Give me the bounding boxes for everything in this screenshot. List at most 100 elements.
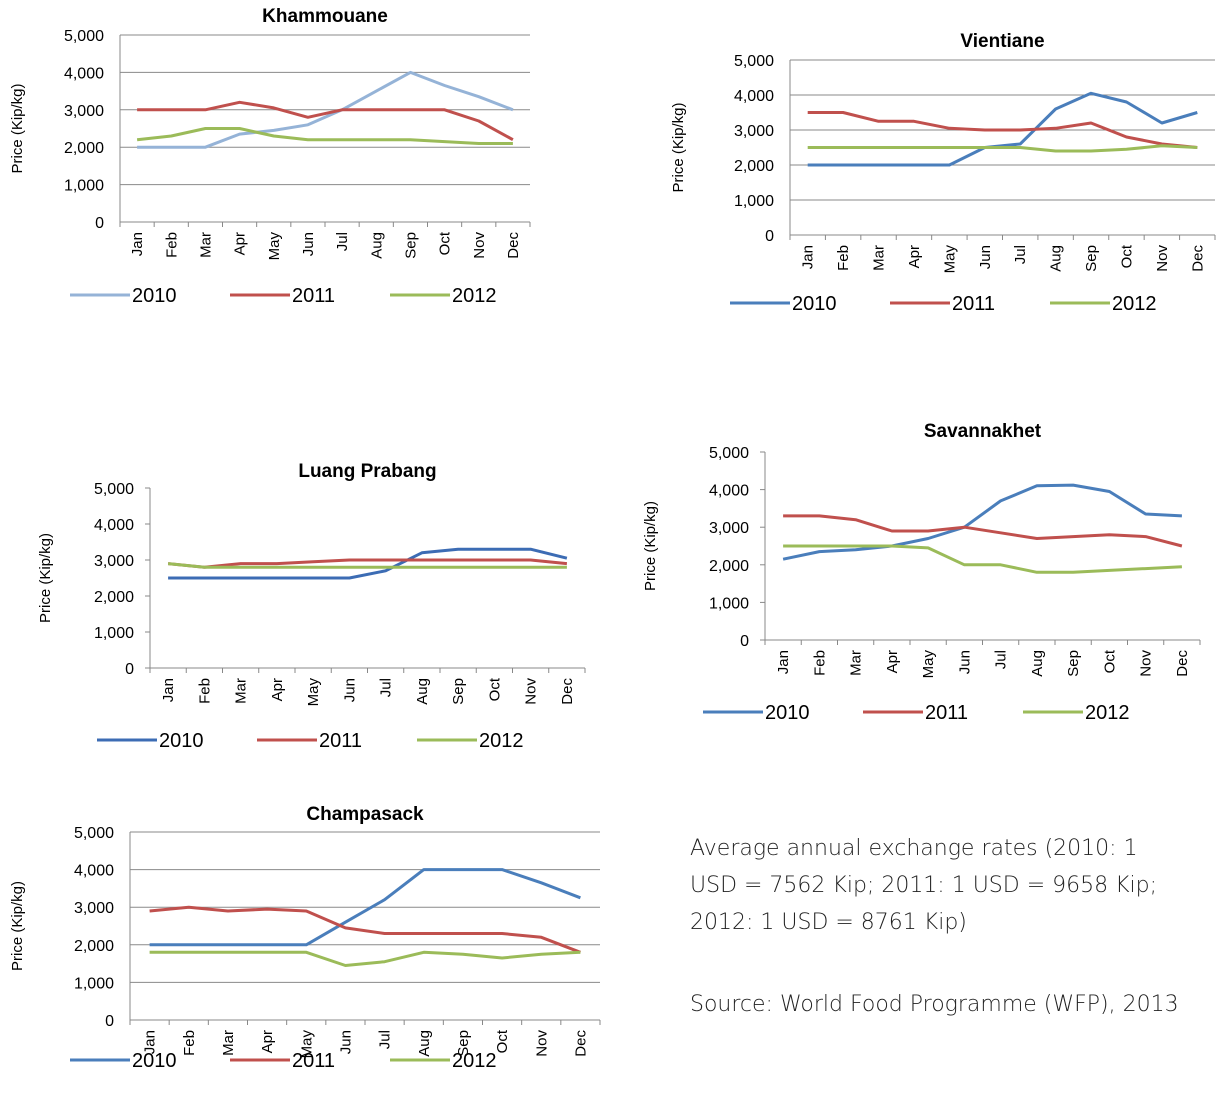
x-tick-label: Dec xyxy=(1174,650,1191,677)
chart-title: Vientiane xyxy=(960,31,1044,52)
x-tick-label: Aug xyxy=(1048,245,1065,272)
x-tick-label: Feb xyxy=(835,245,852,271)
series-line xyxy=(783,514,1183,548)
y-tick-label: 1,000 xyxy=(94,625,134,642)
x-tick-label: Dec xyxy=(559,678,576,705)
x-tick-label: Feb xyxy=(181,1030,198,1056)
legend-label: 2011 xyxy=(292,285,335,307)
y-tick-label: 3,000 xyxy=(74,900,114,917)
y-tick-label: 4,000 xyxy=(734,88,774,105)
x-tick-label: Mar xyxy=(197,232,214,258)
x-tick-label: Sep xyxy=(402,232,419,259)
legend-label: 2010 xyxy=(765,702,810,724)
y-tick-label: 0 xyxy=(95,215,104,232)
y-tick-label: 2,000 xyxy=(74,938,114,955)
x-tick-label: Sep xyxy=(1083,245,1100,272)
legend-label: 2012 xyxy=(452,1050,497,1072)
exchange-rate-note: Average annual exchange rates (2010: 1 U… xyxy=(690,836,1158,935)
x-tick-label: Jan xyxy=(129,232,146,256)
y-axis-label: Price (Kip/kg) xyxy=(642,501,659,591)
legend-label: 2011 xyxy=(292,1050,335,1072)
y-tick-label: 3,000 xyxy=(734,123,774,140)
y-tick-label: 0 xyxy=(125,661,134,678)
y-tick-label: 2,000 xyxy=(64,140,104,157)
y-tick-label: 1,000 xyxy=(64,178,104,195)
chart-title: Champasack xyxy=(306,804,424,825)
x-tick-label: May xyxy=(298,1030,315,1059)
x-tick-label: Jun xyxy=(300,232,317,256)
y-tick-label: 5,000 xyxy=(64,28,104,45)
series-line xyxy=(149,905,581,954)
series-line xyxy=(807,144,1198,153)
x-tick-label: Jan xyxy=(160,678,177,702)
x-tick-label: Apr xyxy=(259,1030,276,1053)
x-tick-label: Aug xyxy=(368,232,385,259)
series-line xyxy=(807,111,1198,149)
chart-title: Savannakhet xyxy=(924,421,1042,442)
y-tick-label: 0 xyxy=(105,1013,114,1030)
chart-title: Luang Prabang xyxy=(298,461,436,482)
y-axis-label: Price (Kip/kg) xyxy=(9,881,26,971)
legend-label: 2010 xyxy=(132,1050,177,1072)
series-line xyxy=(137,70,514,149)
series-line xyxy=(782,483,1182,561)
x-tick-label: May xyxy=(941,245,958,274)
x-tick-label: Mar xyxy=(871,245,888,271)
y-tick-label: 4,000 xyxy=(709,483,749,500)
x-tick-label: Nov xyxy=(471,232,488,259)
x-tick-label: Dec xyxy=(572,1030,589,1057)
x-tick-label: Oct xyxy=(1118,244,1135,268)
x-tick-label: Oct xyxy=(437,231,454,255)
legend-label: 2012 xyxy=(1085,702,1130,724)
y-tick-label: 1,000 xyxy=(709,595,749,612)
legend-label: 2012 xyxy=(1112,293,1157,315)
x-tick-label: Jan xyxy=(775,650,792,674)
series-line xyxy=(168,547,568,580)
x-tick-label: Jul xyxy=(378,678,395,697)
x-tick-label: Jul xyxy=(377,1030,394,1049)
chart-title: Khammouane xyxy=(262,6,388,27)
legend-label: 2011 xyxy=(952,293,995,315)
x-tick-label: Nov xyxy=(523,678,540,705)
legend-label: 2010 xyxy=(159,730,204,752)
x-tick-label: Mar xyxy=(233,678,250,704)
x-tick-label: Nov xyxy=(533,1030,550,1057)
x-tick-label: Jun xyxy=(956,650,973,674)
y-axis-label: Price (Kip/kg) xyxy=(37,533,54,623)
series-line xyxy=(167,562,567,569)
y-tick-label: 2,000 xyxy=(94,589,134,606)
y-tick-label: 1,000 xyxy=(74,975,114,992)
y-tick-label: 5,000 xyxy=(709,445,749,462)
x-tick-label: Sep xyxy=(455,1030,472,1057)
y-tick-label: 3,000 xyxy=(64,103,104,120)
series-line xyxy=(783,544,1182,574)
legend-label: 2011 xyxy=(925,702,968,724)
x-tick-label: Feb xyxy=(811,650,828,676)
x-tick-label: Sep xyxy=(1065,650,1082,677)
y-tick-label: 3,000 xyxy=(709,520,749,537)
x-tick-label: Sep xyxy=(450,678,467,705)
y-tick-label: 1,000 xyxy=(734,193,774,210)
x-tick-label: Apr xyxy=(232,232,249,255)
y-tick-label: 5,000 xyxy=(734,53,774,70)
x-tick-label: Aug xyxy=(414,678,431,705)
x-tick-label: Jun xyxy=(337,1030,354,1054)
series-line xyxy=(807,91,1198,167)
x-tick-label: Feb xyxy=(196,678,213,704)
y-tick-label: 5,000 xyxy=(74,825,114,842)
x-tick-label: Oct xyxy=(1101,649,1118,673)
x-tick-label: Jun xyxy=(977,245,994,269)
series-line xyxy=(167,558,568,569)
x-tick-label: Mar xyxy=(848,650,865,676)
y-tick-label: 3,000 xyxy=(94,553,134,570)
y-tick-label: 2,000 xyxy=(734,158,774,175)
x-tick-label: Jan xyxy=(142,1030,159,1054)
x-tick-label: Aug xyxy=(1029,650,1046,677)
x-tick-label: Jul xyxy=(1012,245,1029,264)
x-tick-label: Feb xyxy=(163,232,180,258)
y-tick-label: 5,000 xyxy=(94,481,134,498)
y-tick-label: 0 xyxy=(740,633,749,650)
y-axis-label: Price (Kip/kg) xyxy=(670,102,687,192)
